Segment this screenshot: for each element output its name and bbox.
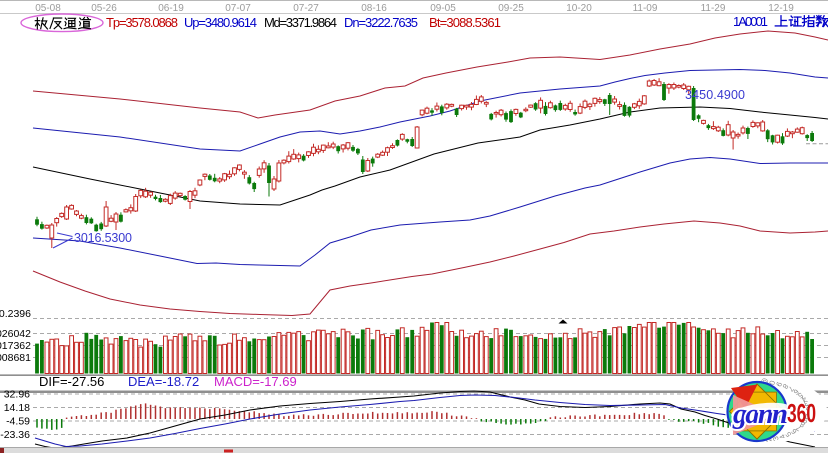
svg-text:08-16: 08-16 [361, 3, 387, 14]
svg-text:-4.59: -4.59 [6, 416, 30, 428]
svg-text:7: 7 [794, 423, 803, 433]
svg-text:DIF=-27.56: DIF=-27.56 [39, 374, 104, 389]
svg-text:06-19: 06-19 [158, 3, 184, 14]
svg-text:07-27: 07-27 [293, 3, 319, 14]
svg-text:4: 4 [777, 433, 787, 441]
svg-text:12-19: 12-19 [768, 3, 794, 14]
svg-text:5: 5 [796, 391, 804, 401]
svg-text:1: 1 [806, 407, 810, 416]
svg-text:MACD=-17.69: MACD=-17.69 [214, 374, 297, 389]
svg-text:09-05: 09-05 [430, 3, 456, 14]
svg-text:11-09: 11-09 [633, 3, 658, 14]
svg-text:14.18: 14.18 [4, 402, 30, 414]
svg-text:gann: gann [732, 398, 788, 430]
svg-text:05-08: 05-08 [35, 3, 61, 14]
svg-text:9: 9 [774, 380, 784, 388]
svg-text:05-26: 05-26 [91, 3, 117, 14]
svg-text:Dn=3222.7635: Dn=3222.7635 [344, 15, 418, 30]
svg-text:Up=3480.9614: Up=3480.9614 [184, 15, 257, 30]
svg-text:2: 2 [805, 403, 810, 412]
svg-text:11-29: 11-29 [701, 3, 726, 14]
svg-text:3: 3 [803, 399, 809, 409]
svg-text:10-20: 10-20 [566, 3, 592, 14]
svg-text:DEA=-18.72: DEA=-18.72 [128, 374, 199, 389]
svg-text:8: 8 [780, 382, 790, 390]
svg-text:0.2396: 0.2396 [0, 308, 31, 320]
svg-text:6: 6 [789, 427, 798, 436]
svg-text:026042: 026042 [0, 328, 31, 340]
svg-text:0: 0 [804, 412, 810, 422]
svg-text:0: 0 [767, 379, 777, 385]
svg-text:8: 8 [799, 420, 807, 430]
svg-text:9: 9 [802, 416, 809, 426]
svg-text:5: 5 [784, 430, 794, 439]
svg-text:3: 3 [771, 435, 781, 442]
svg-text:4: 4 [800, 394, 807, 404]
svg-text:-23.36: -23.36 [0, 429, 30, 441]
svg-text:Bt=3088.5361: Bt=3088.5361 [429, 15, 501, 30]
svg-text:008681: 008681 [0, 352, 31, 364]
svg-text:@: @ [760, 377, 770, 386]
svg-text:360: 360 [787, 398, 816, 428]
svg-text:017362: 017362 [0, 340, 31, 352]
svg-text:32.96: 32.96 [4, 389, 30, 401]
svg-text:2: 2 [764, 437, 774, 443]
svg-text:7: 7 [786, 384, 795, 393]
svg-text:6: 6 [792, 387, 801, 397]
svg-text:3016.5300: 3016.5300 [74, 231, 132, 245]
svg-text:1A0001: 1A0001 [733, 14, 768, 29]
svg-text:Tp=3578.0868: Tp=3578.0868 [106, 15, 178, 30]
svg-text:09-25: 09-25 [498, 3, 524, 14]
svg-text:3450.4900: 3450.4900 [685, 88, 745, 102]
svg-text:Md=3371.9864: Md=3371.9864 [264, 15, 337, 30]
svg-text:07-07: 07-07 [225, 3, 251, 14]
